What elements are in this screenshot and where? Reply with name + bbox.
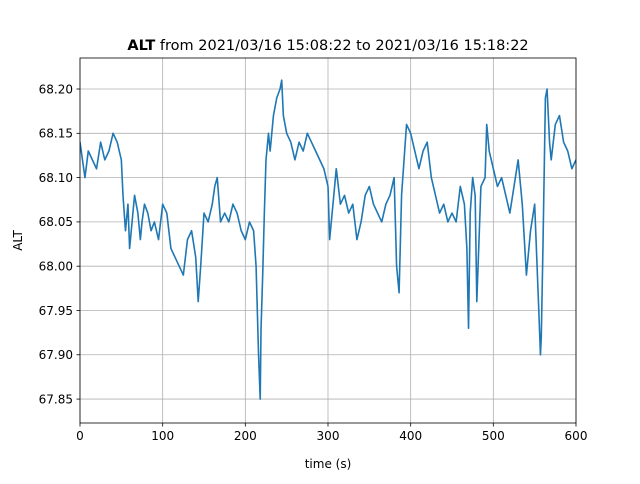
y-tick-label: 67.95 <box>39 304 73 318</box>
y-tick-label: 68.05 <box>39 215 73 229</box>
y-axis-ticks: 67.85 67.90 67.95 68.00 68.05 68.10 68.15 68.20 <box>39 82 80 406</box>
plot-area <box>80 79 576 400</box>
x-tick-label: 600 <box>565 429 588 443</box>
y-tick-label: 68.15 <box>39 127 73 141</box>
x-tick-label: 300 <box>317 429 340 443</box>
grid-lines <box>79 58 577 423</box>
y-tick-label: 68.00 <box>39 259 73 273</box>
x-axis-label: time (s) <box>305 457 352 471</box>
chart-title: ALT from 2021/03/16 15:08:22 to 2021/03/… <box>127 38 528 54</box>
chart-title-rest: from 2021/03/16 15:08:22 to 2021/03/16 1… <box>155 38 528 54</box>
x-tick-label: 400 <box>399 429 422 443</box>
chart-title-bold: ALT <box>127 38 155 54</box>
x-tick-label: 100 <box>151 429 174 443</box>
x-tick-label: 500 <box>482 429 505 443</box>
x-axis-ticks: 0 100 200 300 400 500 600 <box>76 423 587 443</box>
alt-series-line <box>80 79 576 400</box>
y-tick-label: 68.20 <box>39 82 73 96</box>
x-tick-label: 200 <box>234 429 257 443</box>
y-tick-label: 67.85 <box>39 392 73 406</box>
y-tick-label: 68.10 <box>39 171 73 185</box>
y-tick-label: 67.90 <box>39 348 73 362</box>
x-tick-label: 0 <box>76 429 84 443</box>
y-axis-label: ALT <box>11 230 25 251</box>
